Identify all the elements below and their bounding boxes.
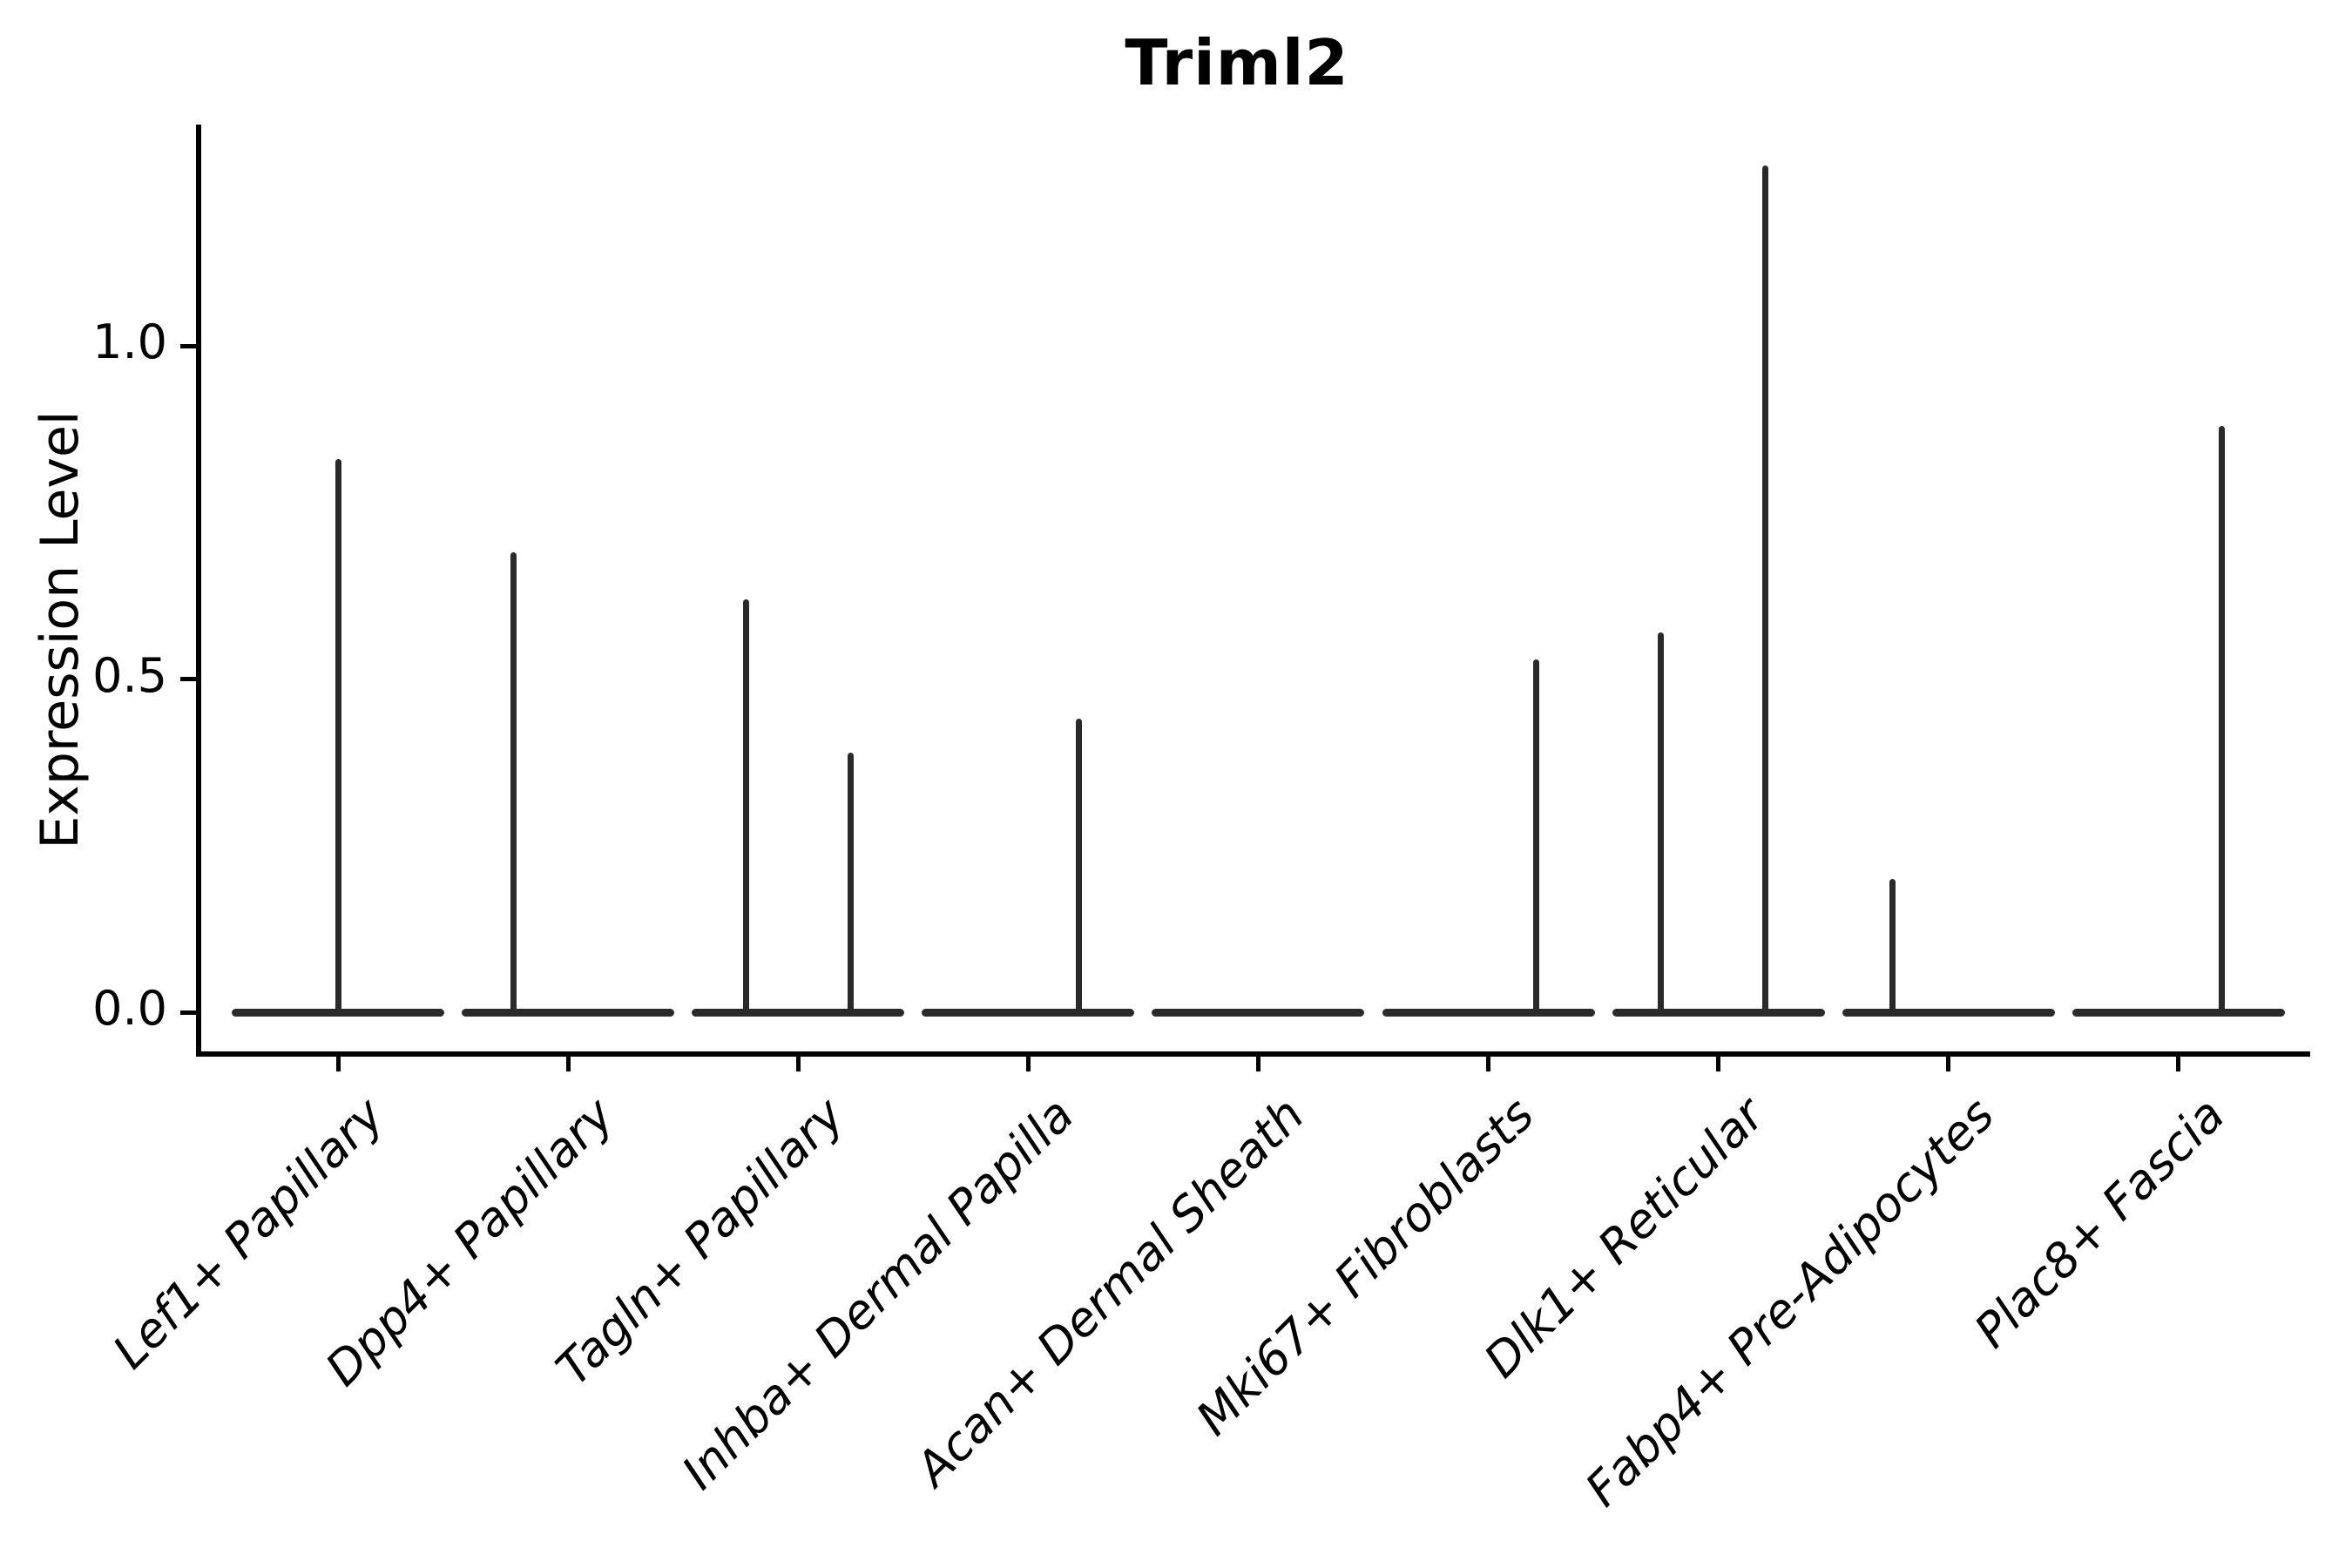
x-axis-label: Plac8+ Fascia xyxy=(1963,1087,2235,1359)
y-tick-label: 0.5 xyxy=(92,647,167,703)
x-tick xyxy=(1025,1057,1031,1071)
violin-base xyxy=(2072,1008,2285,1017)
violin-base xyxy=(1152,1008,1365,1017)
violin-spike xyxy=(510,552,517,1012)
violin-base xyxy=(692,1008,905,1017)
violin-spike xyxy=(1762,166,1769,1012)
x-tick xyxy=(1486,1057,1490,1071)
violin-spike xyxy=(1533,659,1539,1012)
x-tick xyxy=(335,1057,341,1071)
violin-spike xyxy=(847,752,854,1012)
x-axis-label: Inhba+ Dermal Papilla xyxy=(672,1087,1085,1500)
violin-base xyxy=(232,1008,444,1017)
left-spine xyxy=(196,125,201,1057)
y-tick xyxy=(180,677,196,681)
violin-spike xyxy=(1889,879,1896,1012)
violin-base xyxy=(1382,1008,1595,1017)
x-tick xyxy=(1946,1057,1951,1071)
x-axis-label: Acan+ Dermal Sheath xyxy=(905,1087,1315,1497)
y-tick-label: 0.0 xyxy=(92,981,167,1036)
y-axis-label: Expression Level xyxy=(30,410,91,849)
x-tick xyxy=(565,1057,571,1071)
y-tick-label: 1.0 xyxy=(92,314,167,369)
y-tick xyxy=(180,1010,196,1015)
violin-base xyxy=(462,1008,675,1017)
chart-title: Triml2 xyxy=(1125,26,1349,99)
x-tick xyxy=(1255,1057,1260,1071)
violin-base xyxy=(1842,1008,2055,1017)
violin-base xyxy=(922,1008,1135,1017)
y-tick xyxy=(180,343,196,348)
x-tick xyxy=(795,1057,801,1071)
violin-base xyxy=(1612,1008,1825,1017)
violin-spike xyxy=(1658,632,1665,1012)
violin-spike xyxy=(2219,425,2226,1012)
x-tick xyxy=(1716,1057,1721,1071)
violin-spike xyxy=(1075,719,1082,1012)
bottom-spine xyxy=(196,1051,2310,1057)
violin-spike xyxy=(742,598,749,1012)
x-axis-label: Fabp4+ Pre-Adipocytes xyxy=(1574,1087,2005,1517)
violin-spike xyxy=(335,459,341,1012)
x-tick xyxy=(2176,1057,2181,1071)
